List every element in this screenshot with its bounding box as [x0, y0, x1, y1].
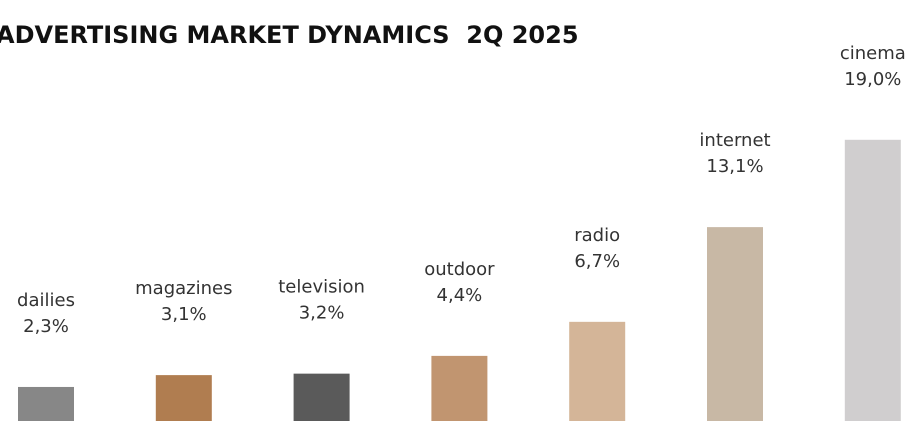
category-label: magazines	[135, 278, 232, 299]
chart-title: ADVERTISING MARKET DYNAMICS 2Q 2025	[0, 21, 579, 49]
category-label: cinema	[840, 43, 906, 64]
value-label: 3,1%	[161, 304, 207, 325]
bar	[431, 355, 488, 421]
value-label: 2,3%	[23, 316, 69, 337]
bar	[707, 227, 763, 421]
category-label: internet	[699, 130, 770, 151]
category-label: dailies	[17, 290, 75, 311]
bar	[293, 373, 350, 421]
value-label: 19,0%	[844, 69, 901, 90]
category-label: outdoor	[424, 259, 495, 280]
category-label: radio	[574, 225, 620, 246]
category-label: television	[278, 277, 365, 298]
bar	[18, 386, 74, 421]
bar	[844, 139, 901, 421]
value-label: 6,7%	[574, 251, 620, 272]
value-label: 3,2%	[299, 303, 345, 324]
bar	[569, 321, 626, 421]
value-label: 13,1%	[706, 156, 763, 177]
bar	[155, 375, 212, 421]
value-label: 4,4%	[437, 285, 483, 306]
